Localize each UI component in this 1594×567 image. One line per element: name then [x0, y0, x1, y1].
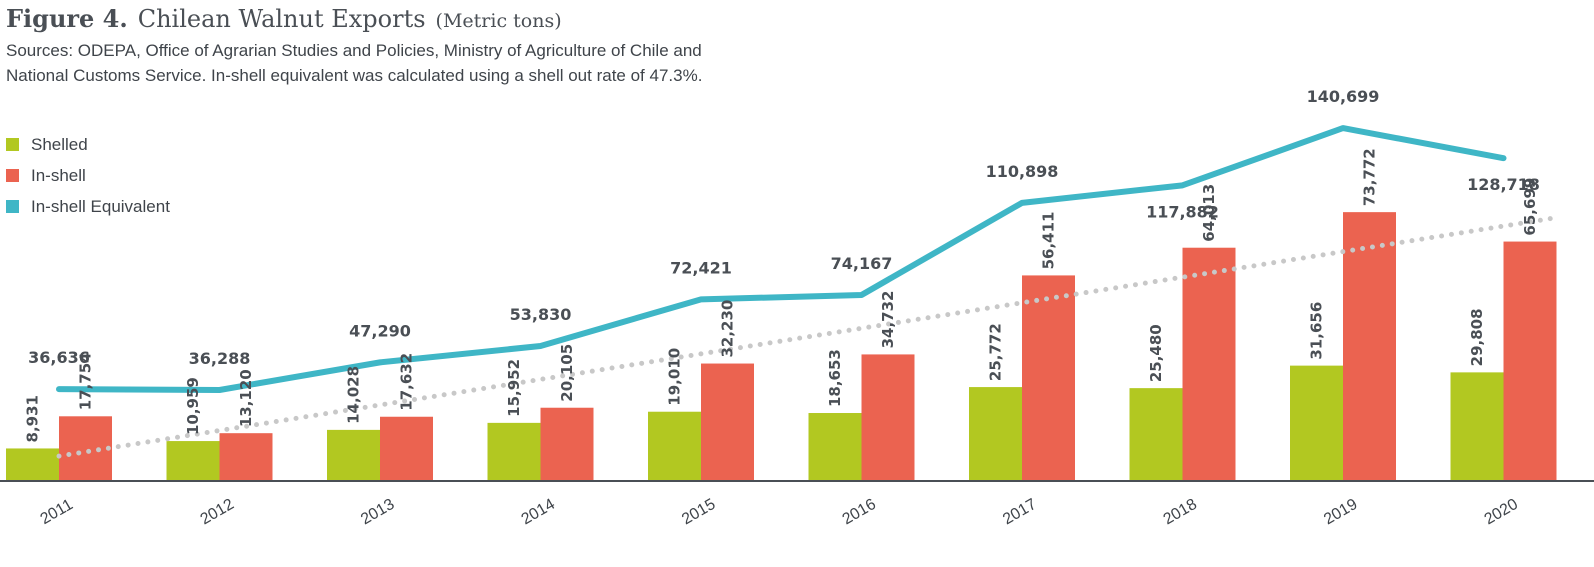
title-unit: (Metric tons)	[436, 10, 562, 32]
bar-inshell-2016	[861, 354, 915, 481]
legend-label-inshell-equivalent: In-shell Equivalent	[31, 197, 170, 216]
labels-layer: 36,636 36,288 47,290 53,830 72,421 74,167 110,…	[24, 87, 1540, 442]
x-tick-2017: 2017	[1000, 496, 1039, 529]
line-label-2019: 140,699	[1307, 87, 1380, 106]
legend-swatch-shelled	[6, 138, 19, 151]
bar-shelled-2013	[327, 429, 380, 481]
bar-label-shelled-2017: 25,772	[987, 323, 1005, 381]
bar-label-inshell-2011: 17,754	[77, 352, 95, 410]
bar-label-shelled-2019: 31,656	[1308, 302, 1326, 360]
bar-inshell-2012	[219, 433, 273, 481]
line-label-2013: 47,290	[349, 321, 411, 340]
x-tick-2020: 2020	[1482, 496, 1521, 529]
bar-inshell-2019	[1343, 212, 1396, 482]
legend-label-shelled: Shelled	[31, 135, 88, 154]
legend-label-inshell: In-shell	[31, 166, 86, 185]
bar-label-inshell-2016: 34,732	[879, 291, 897, 349]
legend: Shelled In-shell In-shell Equivalent	[6, 135, 170, 216]
x-tick-2014: 2014	[519, 496, 558, 529]
bar-label-inshell-2012: 13,120	[237, 369, 255, 427]
bar-shelled-2017	[969, 387, 1022, 481]
bar-shelled-2018	[1129, 388, 1183, 481]
bar-inshell-2015	[701, 363, 754, 481]
x-tick-2011: 2011	[38, 496, 76, 528]
bar-label-inshell-2020: 65,699	[1521, 178, 1539, 236]
bar-shelled-2016	[808, 413, 862, 481]
bar-shelled-2020	[1450, 372, 1504, 481]
bar-inshell-2014	[540, 407, 594, 481]
line-layer	[56, 125, 1507, 393]
line-label-2014: 53,830	[510, 305, 572, 324]
bar-shelled-2011	[6, 448, 59, 481]
x-tick-2019: 2019	[1321, 496, 1360, 529]
source-line-2: National Customs Service. In-shell equiv…	[6, 66, 702, 85]
bar-label-shelled-2016: 18,653	[826, 349, 844, 407]
x-tick-2015: 2015	[679, 496, 718, 529]
bar-inshell-2017	[1022, 275, 1075, 481]
line-label-2018: 117,882	[1146, 202, 1219, 221]
bar-shelled-2015	[648, 411, 701, 481]
line-inshell-equivalent	[56, 125, 1507, 393]
bar-inshell-2020	[1503, 241, 1557, 481]
x-tick-2012: 2012	[198, 496, 237, 529]
bar-label-inshell-2013: 17,632	[398, 353, 416, 411]
bar-label-inshell-2017: 56,411	[1040, 212, 1058, 270]
x-tick-2016: 2016	[840, 496, 879, 529]
bar-label-inshell-2018: 64,013	[1200, 184, 1218, 242]
chart-title: Figure 4. Chilean Walnut Exports (Metric…	[6, 4, 562, 33]
legend-swatch-inshell	[6, 169, 19, 182]
bar-shelled-2019	[1290, 365, 1343, 481]
bar-label-inshell-2019: 73,772	[1361, 148, 1379, 206]
legend-swatch-inshell-equivalent	[6, 200, 19, 213]
bar-label-shelled-2020: 29,808	[1468, 308, 1486, 366]
bar-label-shelled-2013: 14,028	[345, 366, 363, 424]
trendline	[56, 215, 1559, 459]
line-label-2020: 128,718	[1467, 175, 1540, 194]
bar-label-shelled-2015: 19,010	[666, 348, 684, 406]
bar-label-shelled-2011: 8,931	[24, 395, 42, 442]
bar-label-shelled-2018: 25,480	[1147, 324, 1165, 382]
x-tick-2013: 2013	[358, 496, 397, 529]
bar-inshell-2013	[380, 416, 433, 481]
source-line-1: Sources: ODEPA, Office of Agrarian Studi…	[6, 41, 702, 60]
x-axis: 2011 2012 2013 2014 2015 2016 2017 2018 2019 2020	[0, 480, 1594, 529]
trendline-layer	[56, 215, 1559, 459]
line-label-2012: 36,288	[189, 349, 251, 368]
title-main: Chilean Walnut Exports	[138, 5, 426, 33]
bar-shelled-2012	[166, 441, 220, 481]
bar-inshell-2011	[59, 416, 112, 481]
bar-label-inshell-2015: 32,230	[719, 300, 737, 358]
bar-label-shelled-2012: 10,959	[184, 377, 202, 435]
bar-inshell-2018	[1182, 247, 1236, 481]
line-label-2017: 110,898	[986, 162, 1059, 181]
bar-shelled-2014	[487, 422, 541, 481]
bars-layer	[6, 212, 1557, 482]
x-tick-2018: 2018	[1161, 496, 1200, 529]
title-prefix: Figure 4.	[6, 4, 128, 33]
line-label-2011: 36,636	[28, 348, 90, 367]
line-label-2016: 74,167	[831, 254, 893, 273]
bar-label-shelled-2014: 15,952	[505, 359, 523, 417]
line-label-2015: 72,421	[670, 258, 732, 277]
bar-label-inshell-2014: 20,105	[558, 344, 576, 402]
